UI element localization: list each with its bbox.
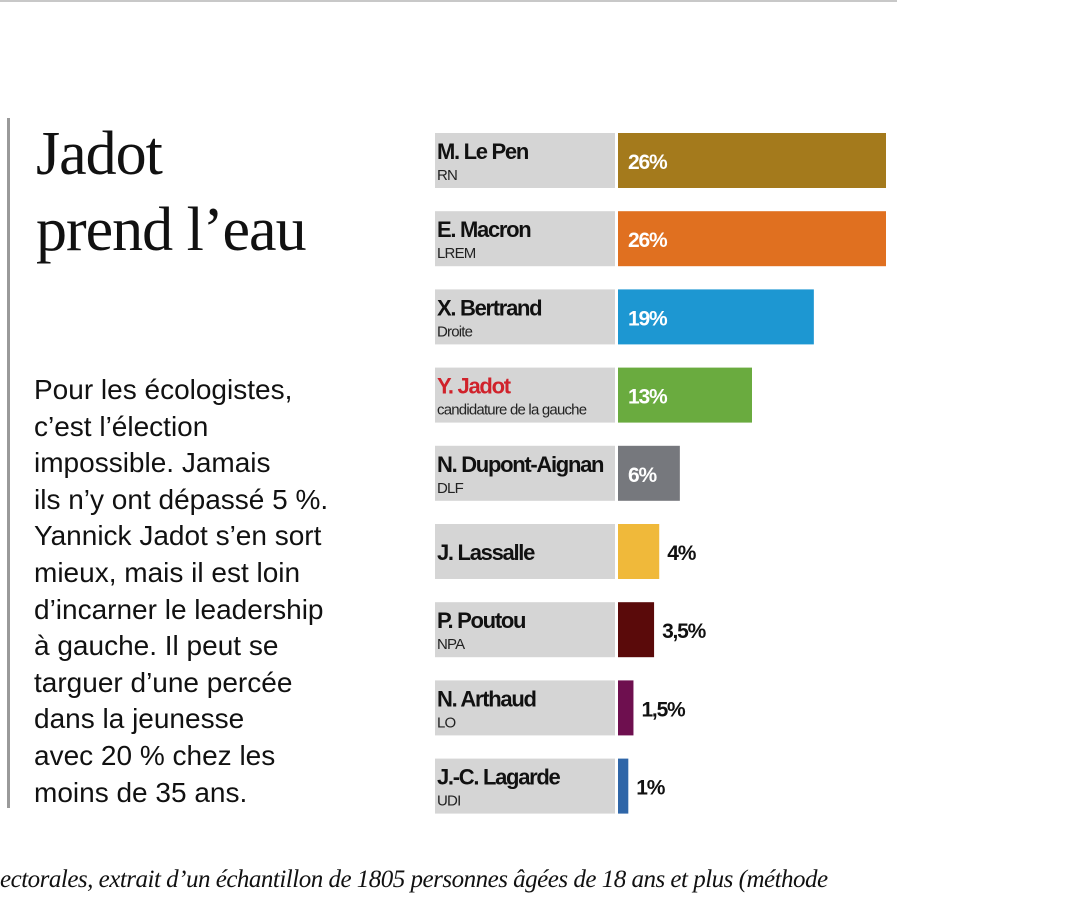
candidate-name: P. Poutou: [437, 608, 525, 633]
candidate-name: N. Arthaud: [437, 686, 536, 711]
bar: [618, 758, 629, 814]
lede-line: impossible. Jamais: [34, 447, 271, 479]
headline-line-2: prend l’eau: [36, 196, 307, 264]
candidate-label-box: [435, 367, 615, 423]
candidate-label-box: [435, 445, 615, 501]
methodology-footnote: ectorales, extrait d’un échantillon de 1…: [0, 866, 828, 893]
bar: [618, 602, 655, 658]
candidate-party: DLF: [437, 480, 464, 497]
candidate-name: N. Dupont-Aignan: [437, 452, 604, 477]
candidate-label-box: [435, 133, 615, 188]
bar-value-label: 6%: [628, 464, 657, 487]
lede-line: mieux, mais il est loin: [34, 556, 301, 588]
top-rule: [0, 0, 897, 2]
lede-line: Pour les écologistes,: [34, 374, 293, 405]
candidate-name: J.-C. Lagarde: [437, 765, 561, 790]
candidate-party: candidature de la gauche: [437, 402, 587, 419]
bar-value-label: 13%: [628, 386, 668, 409]
bar: [618, 680, 634, 736]
lede-paragraph: Pour les écologistes, c’est l’élection i…: [34, 372, 394, 811]
lede-line: ils n’y ont dépassé 5 %.: [34, 483, 329, 515]
candidate-label-box: [435, 680, 615, 736]
lede-line: d’incarner le leadership: [34, 593, 324, 625]
candidate-name: Y. Jadot: [437, 374, 512, 399]
bar: [618, 133, 886, 188]
candidate-name: M. Le Pen: [437, 139, 529, 164]
bar-value-label: 26%: [628, 229, 668, 252]
lede-line: moins de 35 ans.: [34, 776, 248, 808]
lede-line: dans la jeunesse: [34, 703, 245, 735]
bar-value-label: 19%: [628, 307, 668, 330]
bar: [618, 445, 680, 501]
headline: Jadot prend l’eau: [36, 116, 307, 268]
candidate-party: UDI: [437, 793, 460, 810]
bar: [618, 289, 814, 345]
bar-value-label: 3,5%: [662, 620, 707, 643]
side-rule: [7, 118, 10, 808]
candidate-label-box: [435, 289, 615, 345]
bar-value-label: 4%: [667, 542, 696, 565]
bar: [618, 524, 660, 579]
candidate-party: RN: [437, 167, 457, 184]
lede-line: avec 20 % chez les: [34, 739, 276, 771]
bar: [618, 367, 752, 423]
candidate-party: LO: [437, 714, 456, 731]
candidate-label-box: [435, 524, 615, 579]
bar: [618, 211, 886, 267]
lede-line: Yannick Jadot s’en sort: [34, 520, 322, 552]
candidate-party: NPA: [437, 636, 465, 653]
candidate-name: J. Lassalle: [437, 540, 535, 565]
candidate-label-box: [435, 758, 615, 814]
lede-line: c’est l’élection: [34, 410, 209, 442]
candidate-label-box: [435, 211, 615, 267]
lede-line: à gauche. Il peut se: [34, 630, 279, 662]
bar-value-label: 26%: [628, 151, 668, 174]
bar-value-label: 1%: [636, 777, 665, 800]
bar-value-label: 1,5%: [641, 698, 686, 721]
candidate-party: Droite: [437, 323, 473, 340]
lede-line: targuer d’une percée: [34, 666, 293, 698]
headline-line-1: Jadot: [36, 120, 163, 188]
candidate-name: E. Macron: [437, 217, 531, 242]
candidate-name: X. Bertrand: [437, 295, 541, 320]
candidate-label-box: [435, 602, 615, 658]
candidate-party: LREM: [437, 245, 476, 262]
